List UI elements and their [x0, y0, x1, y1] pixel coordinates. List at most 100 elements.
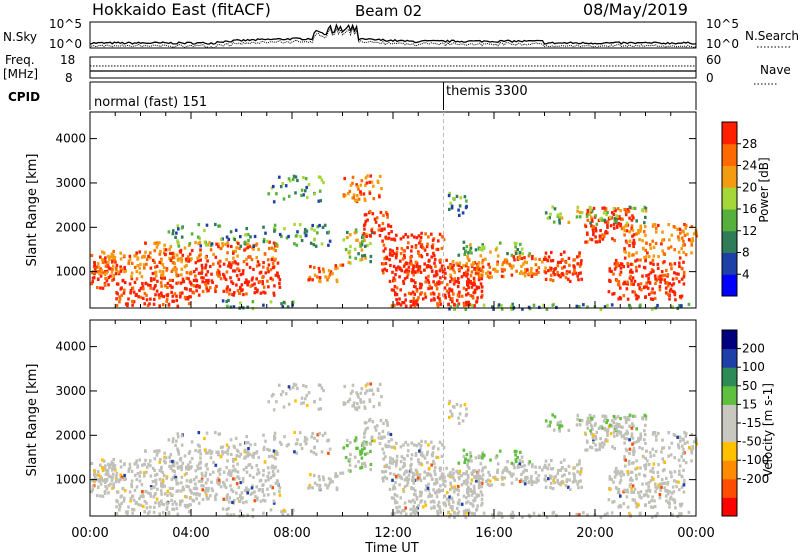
power-cell [658, 285, 662, 289]
velocity-cell [163, 484, 166, 488]
power-cell [229, 230, 233, 234]
velocity-cell [681, 444, 684, 448]
power-cell [402, 281, 406, 285]
velocity-cell [629, 476, 633, 480]
power-cell [405, 275, 409, 279]
power-cell [241, 269, 245, 273]
velocity-cell [615, 471, 618, 475]
velocity-cell [547, 477, 550, 481]
velocity-cell [468, 511, 471, 515]
velocity-cell [645, 493, 648, 497]
velocity-cell [478, 481, 482, 485]
velocity-cell [477, 469, 481, 473]
power-cell [149, 256, 152, 260]
velocity-cell [663, 486, 666, 490]
velocity-cell [459, 404, 463, 408]
power-cell [617, 221, 621, 226]
power-cell [650, 291, 653, 295]
velocity-cell [411, 476, 414, 480]
velocity-cell [614, 466, 618, 471]
power-cell [419, 253, 423, 258]
velocity-cell [174, 443, 177, 447]
power-cell [216, 268, 220, 272]
velocity-cell [113, 466, 116, 470]
power-cell [243, 280, 247, 285]
freq-label-2: [MHz] [3, 67, 38, 81]
power-cell [281, 182, 285, 186]
velocity-cell [651, 447, 654, 451]
power-cell [623, 233, 626, 237]
velocity-cell [158, 449, 161, 453]
velocity-cell [470, 489, 473, 493]
velocity-cell [586, 440, 589, 444]
velocity-cell [281, 513, 285, 517]
power-cell [155, 289, 159, 293]
power-cell [271, 278, 274, 282]
velocity-cell [634, 501, 638, 505]
power-colorbar-swatch [722, 165, 737, 188]
velocity-cell [222, 497, 226, 501]
velocity-cell [477, 486, 481, 490]
power-cell [393, 303, 396, 307]
velocity-cell [108, 465, 111, 470]
velocity-cell [433, 469, 436, 473]
velocity-cell [450, 497, 454, 501]
velocity-cell [625, 418, 628, 422]
power-cell [619, 222, 623, 226]
velocity-cell [452, 476, 455, 480]
power-cell [611, 292, 614, 296]
velocity-cell [542, 511, 545, 515]
power-cell [546, 259, 549, 263]
power-cell [305, 233, 308, 237]
velocity-cell [204, 481, 208, 485]
velocity-cell [145, 465, 149, 469]
velocity-cell [606, 511, 609, 515]
velocity-cell [648, 463, 651, 467]
velocity-cell [258, 479, 262, 483]
velocity-cell [651, 495, 654, 499]
velocity-cell [544, 474, 547, 478]
power-cell [241, 288, 244, 292]
velocity-cell [660, 485, 663, 489]
power-cell [446, 283, 449, 287]
power-cell [243, 248, 246, 252]
velocity-cell [364, 464, 367, 468]
velocity-cell [245, 489, 249, 493]
velocity-cell [218, 468, 221, 472]
velocity-cell [417, 459, 420, 463]
power-cell [678, 264, 681, 268]
power-cell [239, 273, 243, 277]
velocity-cell [631, 484, 635, 488]
cpid-panel: CPID normal (fast) 151 themis 3300 [8, 81, 697, 110]
power-cell [481, 248, 484, 252]
power-colorbar-swatch [722, 209, 737, 232]
power-cell [428, 284, 432, 288]
velocity-cell [590, 432, 593, 436]
velocity-cell [294, 442, 298, 446]
velocity-cell [280, 442, 283, 446]
power-cell [390, 230, 393, 234]
power-cell [628, 276, 632, 280]
velocity-cell [639, 466, 642, 470]
power-cell [257, 263, 261, 267]
velocity-cell [395, 441, 398, 445]
power-cell [577, 278, 580, 282]
power-cell [394, 256, 398, 260]
power-cell [208, 241, 211, 245]
power-cell [250, 278, 254, 282]
power-cell [312, 243, 316, 247]
power-cell [181, 291, 184, 295]
velocity-cell [251, 491, 254, 495]
velocity-cell [370, 436, 373, 440]
velocity-cell [455, 469, 458, 473]
velocity-cell [589, 416, 593, 420]
velocity-cell [467, 466, 471, 470]
velocity-cell [627, 459, 631, 463]
velocity-cell [138, 496, 141, 501]
power-cell [160, 294, 163, 298]
power-cell [219, 277, 223, 281]
power-cell [140, 275, 144, 279]
power-cell [166, 281, 170, 286]
power-cell [567, 256, 571, 260]
power-cell [470, 281, 473, 285]
